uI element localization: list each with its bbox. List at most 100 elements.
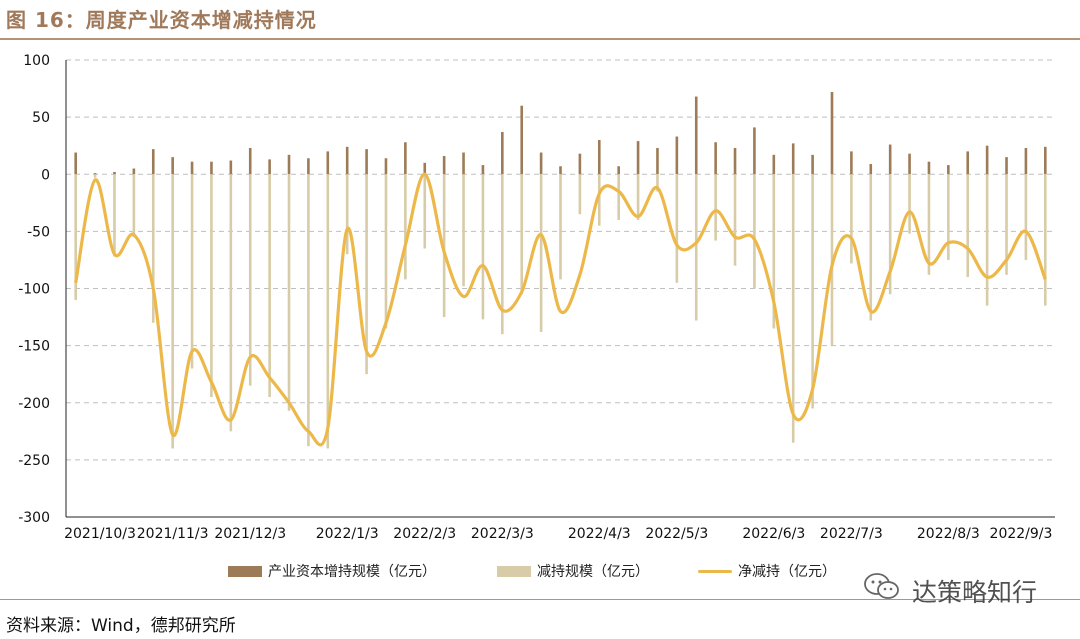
y-tick-label: -50 — [27, 224, 50, 240]
bar-increase — [559, 166, 562, 175]
bar-decrease — [714, 174, 717, 241]
bar-decrease — [287, 174, 291, 411]
bar-increase — [1044, 146, 1047, 175]
bar-increase — [1005, 157, 1008, 175]
x-tick-label: 2021/10/3 — [64, 526, 136, 542]
y-tick-label: -100 — [18, 282, 50, 298]
bar-increase — [365, 149, 368, 175]
legend-item-decrease: 减持规模（亿元） — [497, 560, 649, 582]
legend-swatch-net — [698, 569, 732, 573]
bar-increase — [423, 162, 427, 175]
x-tick-label: 2022/1/3 — [316, 526, 379, 542]
bar-decrease — [1005, 174, 1008, 275]
bar-decrease — [384, 174, 388, 329]
bar-decrease — [791, 174, 795, 443]
bar-decrease — [268, 174, 271, 398]
bar-increase — [753, 127, 756, 175]
bar-decrease — [229, 174, 233, 432]
bar-increase — [1024, 147, 1028, 175]
bar-decrease — [636, 174, 640, 220]
bar-increase — [869, 163, 873, 175]
y-tick-label: -200 — [18, 396, 50, 412]
x-tick-label: 2022/8/3 — [917, 526, 980, 542]
wechat-icon — [864, 573, 899, 599]
bar-increase — [210, 161, 213, 175]
bar-increase — [888, 144, 892, 175]
legend-swatch-decrease — [497, 565, 531, 577]
bar-increase — [190, 161, 194, 175]
bar-decrease — [617, 174, 620, 220]
bar-increase — [694, 96, 698, 175]
bar-increase — [714, 142, 717, 175]
bar-increase — [908, 153, 911, 175]
x-tick-label: 2021/11/3 — [137, 526, 209, 542]
bar-decrease — [307, 174, 310, 447]
bar-decrease — [733, 174, 737, 266]
legend-swatch-increase — [228, 565, 262, 577]
bar-increase — [811, 154, 814, 175]
bar-decrease — [442, 174, 446, 318]
bar-increase — [539, 152, 543, 175]
bar-decrease — [113, 174, 116, 257]
x-tick-label: 2022/3/3 — [471, 526, 534, 542]
x-tick-label: 2022/4/3 — [568, 526, 631, 542]
bar-increase — [850, 151, 853, 175]
bar-decrease — [888, 174, 892, 295]
bar-increase — [791, 143, 795, 175]
bar-increase — [268, 159, 271, 175]
bar-decrease — [423, 174, 427, 249]
bar-decrease — [811, 174, 814, 409]
title-rule — [0, 38, 1080, 40]
y-tick-label: 100 — [23, 53, 50, 69]
bar-increase — [733, 147, 737, 175]
bar-decrease — [947, 174, 950, 260]
source-note: 资料来源：Wind，德邦研究所 — [6, 616, 236, 636]
bar-increase — [384, 158, 388, 175]
bar-increase — [985, 145, 989, 175]
bar-increase — [617, 166, 620, 175]
bar-decrease — [675, 174, 679, 283]
bar-decrease — [753, 174, 756, 289]
x-tick-label: 2022/7/3 — [820, 526, 883, 542]
bar-decrease — [74, 174, 77, 300]
bar-increase — [229, 160, 233, 175]
bar-increase — [404, 142, 407, 175]
bar-increase — [578, 153, 582, 175]
bar-increase — [307, 158, 310, 175]
bar-decrease — [869, 174, 873, 321]
bar-increase — [442, 155, 446, 175]
x-tick-label: 2022/2/3 — [393, 526, 456, 542]
bar-decrease — [985, 174, 989, 306]
legend-item-net: 净减持（亿元） — [698, 560, 836, 582]
bar-decrease — [559, 174, 562, 280]
bar-increase — [462, 152, 465, 175]
bar-decrease — [927, 174, 931, 275]
bar-decrease — [850, 174, 853, 264]
y-tick-label: 50 — [32, 110, 50, 126]
bar-decrease — [966, 174, 970, 278]
watermark-text: 达策略知行 — [912, 578, 1038, 607]
bar-increase — [501, 131, 504, 175]
bar-increase — [636, 141, 640, 175]
x-tick-label: 2022/5/3 — [645, 526, 708, 542]
bar-decrease — [151, 174, 155, 323]
bar-increase — [966, 151, 970, 175]
bar-decrease — [501, 174, 504, 335]
legend-label-decrease: 减持规模（亿元） — [537, 564, 649, 580]
bar-increase — [947, 165, 950, 175]
bar-decrease — [1024, 174, 1028, 260]
bar-decrease — [772, 174, 776, 329]
bar-decrease — [404, 174, 407, 280]
bar-decrease — [326, 174, 330, 449]
bar-decrease — [1044, 174, 1047, 306]
bar-decrease — [93, 174, 97, 178]
legend-label-net: 净减持（亿元） — [738, 564, 836, 580]
bar-decrease — [908, 174, 911, 234]
y-tick-label: -150 — [18, 339, 50, 355]
y-tick-label: -250 — [18, 453, 50, 469]
bar-decrease — [597, 174, 601, 226]
bar-increase — [481, 165, 485, 175]
bar-increase — [151, 149, 155, 175]
y-tick-label: 0 — [41, 167, 50, 183]
x-tick-label: 2022/6/3 — [742, 526, 805, 542]
